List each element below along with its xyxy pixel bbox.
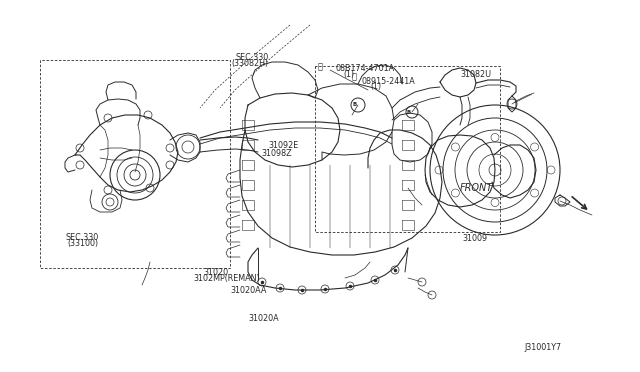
Text: 31020AA: 31020AA — [230, 286, 267, 295]
Text: J31001Y7: J31001Y7 — [525, 343, 562, 352]
Text: B: B — [353, 103, 357, 108]
Text: SEC.330: SEC.330 — [236, 53, 269, 62]
Text: 31020A: 31020A — [248, 314, 279, 323]
Text: (33082H): (33082H) — [232, 59, 269, 68]
Text: 3102MP(REMAN): 3102MP(REMAN) — [193, 274, 260, 283]
Text: 31098Z: 31098Z — [261, 149, 292, 158]
Text: B: B — [406, 109, 411, 115]
Text: (33100): (33100) — [67, 239, 99, 248]
Text: 31092E: 31092E — [269, 141, 299, 150]
Text: (1): (1) — [370, 82, 381, 91]
Text: Ⓑ: Ⓑ — [351, 72, 356, 81]
Text: 08915-2441A: 08915-2441A — [362, 77, 415, 86]
Text: Ⓑ: Ⓑ — [317, 62, 323, 71]
Text: FRONT: FRONT — [460, 183, 493, 193]
Text: (1): (1) — [344, 70, 355, 79]
Text: 08B174-4701A: 08B174-4701A — [336, 64, 395, 73]
Text: 31020: 31020 — [204, 268, 228, 277]
Text: 31082U: 31082U — [461, 70, 492, 79]
Text: SEC.330: SEC.330 — [65, 233, 99, 242]
Text: 31009: 31009 — [462, 234, 487, 243]
